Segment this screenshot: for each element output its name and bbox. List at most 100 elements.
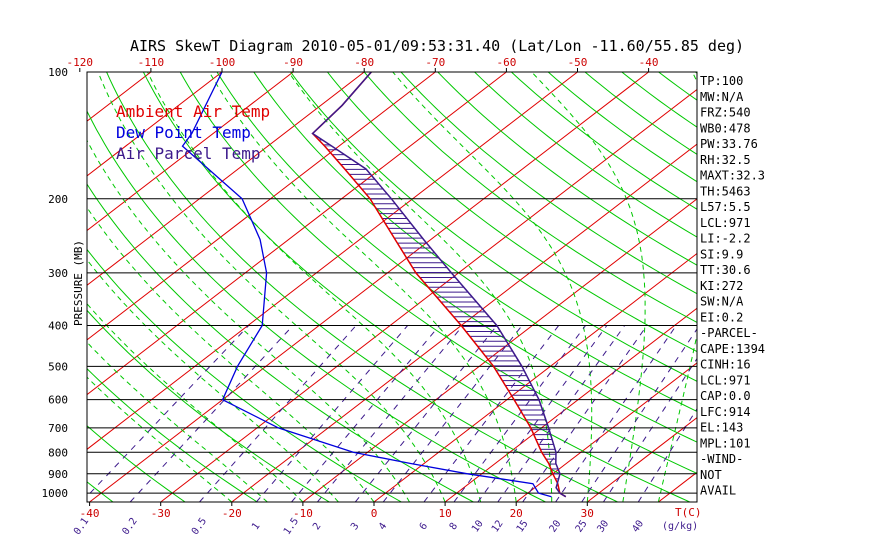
index-entry: TH:5463 (700, 184, 751, 198)
moist-adiabat-line (87, 206, 375, 502)
mixing-ratio-label: 0.2 (120, 516, 139, 537)
mixing-ratio-line (453, 325, 586, 502)
moist-adiabat-line (87, 341, 268, 502)
bottom-tick-label: 30 (581, 507, 594, 520)
mixing-ratio-line (382, 325, 523, 502)
mixing-ratio-label: 1 (250, 521, 262, 532)
moist-adiabat-line (208, 72, 517, 502)
moist-adiabat-line (97, 72, 446, 502)
index-entry: LI:-2.2 (700, 232, 751, 246)
index-entry: LCL:971 (700, 373, 751, 387)
profile-lines (181, 72, 567, 498)
mixing-ratio-line (354, 325, 498, 502)
top-tick-label: -110 (138, 56, 165, 69)
isotherm-line (0, 72, 80, 502)
moist-adiabat-line (87, 259, 339, 502)
legend-dew-point-temp: Dew Point Temp (116, 123, 251, 142)
index-entry: LCL:971 (700, 216, 751, 230)
mixing-ratio-line (199, 325, 357, 502)
index-entry: FRZ:540 (700, 106, 751, 120)
index-entry: LFC:914 (700, 405, 751, 419)
mixing-ratio-label: 4 (377, 521, 389, 532)
bottom-temperature-ticks: -40 -30 -20 -10 0 10 20 30 (80, 502, 594, 520)
mixing-ratio-label: 6 (418, 521, 430, 532)
cape-hatch-area (318, 139, 561, 484)
dry-adiabat-line (511, 72, 697, 210)
index-entry: KI:272 (700, 279, 743, 293)
top-tick-label: -90 (283, 56, 303, 69)
dry-adiabat-line (87, 309, 331, 502)
top-tick-label: -100 (209, 56, 236, 69)
pressure-tick-label: 600 (48, 394, 68, 407)
dry-adiabat-line (474, 72, 697, 238)
pressure-tick-label: 1000 (42, 487, 69, 500)
dry-adiabat-line (327, 72, 697, 353)
dry-adiabat-line (87, 248, 403, 502)
isotherm-line (0, 72, 9, 502)
ambient-air-temp-line (311, 72, 567, 498)
mixing-ratio-line (497, 325, 626, 502)
mixing-ratio-label: 25 (574, 518, 590, 534)
chart-title: AIRS SkewT Diagram 2010-05-01/09:53:31.4… (130, 37, 744, 55)
isotherm-line (444, 307, 697, 502)
dew-point-temp-line (181, 72, 552, 498)
index-entry: WB0:478 (700, 121, 751, 135)
mixing-ratio-label: 3 (349, 521, 361, 532)
isotherm-line (87, 72, 507, 396)
isotherm-line (586, 416, 697, 502)
mixing-ratio-line (87, 325, 250, 498)
mixing-ratio-label: 8 (448, 521, 460, 532)
dry-adiabat-line (290, 72, 697, 382)
bottom-tick-label: 20 (510, 507, 523, 520)
index-entry: CAPE:1394 (700, 342, 765, 356)
mixing-ratio-line (477, 325, 608, 502)
mixing-ratio-line (317, 325, 464, 502)
y-axis-label: PRESSURE (MB) (72, 240, 85, 326)
isotherm-line (87, 72, 436, 341)
dry-adiabat-line (87, 183, 475, 502)
isotherm-line (87, 72, 365, 286)
isotherm-line (373, 252, 697, 502)
index-entry: EL:143 (700, 421, 743, 435)
isotherm-line (515, 362, 697, 502)
mixing-ratio-line (255, 325, 409, 502)
isotherm-line (87, 72, 578, 450)
top-tick-label: -50 (568, 56, 588, 69)
index-entry: AVAIL (700, 484, 736, 498)
dry-adiabat-line (584, 72, 697, 155)
mixing-ratio-label: 30 (595, 518, 611, 534)
mixing-ratio-line (129, 325, 294, 502)
mixing-ratio-line (291, 325, 440, 502)
mixing-ratio-line (555, 325, 677, 502)
moist-adiabat-line (87, 376, 233, 502)
index-entry: L57:5.5 (700, 200, 751, 214)
top-tick-label: -40 (639, 56, 659, 69)
top-tick-label: -80 (354, 56, 374, 69)
index-entry: -PARCEL- (700, 326, 758, 340)
bottom-tick-label: 0 (371, 507, 378, 520)
pressure-ticks: 100 200 300 400 500 600 700 800 900 1000 (42, 66, 69, 500)
pressure-tick-label: 300 (48, 267, 68, 280)
index-entry: NOT (700, 468, 722, 482)
mixing-ratio-label: 15 (515, 518, 531, 534)
isotherm-line (658, 471, 697, 502)
dry-adiabat-line (253, 72, 697, 413)
bottom-tick-label: -20 (222, 507, 242, 520)
bottom-tick-label: -10 (293, 507, 313, 520)
dry-adiabat-line (87, 110, 547, 502)
mixing-ratio-label: 10 (470, 518, 486, 534)
isotherm-line (801, 72, 870, 502)
index-entry: MPL:101 (700, 436, 751, 450)
mixing-ratio-line (423, 325, 560, 502)
bottom-tick-label: -40 (80, 507, 100, 520)
index-entry: CINH:16 (700, 358, 751, 372)
isotherm-line (87, 72, 294, 232)
top-tick-label: -70 (425, 56, 445, 69)
mixing-ratio-line (522, 325, 648, 502)
dry-adiabat-line (0, 72, 43, 504)
dry-adiabat-line (400, 72, 697, 295)
index-entry: EI:0.2 (700, 310, 743, 324)
isotherm-line (87, 72, 223, 177)
top-tick-label: -120 (67, 56, 94, 69)
